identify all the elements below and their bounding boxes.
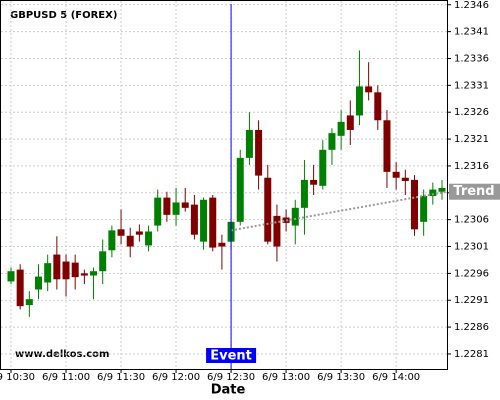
candle-body	[80, 273, 88, 276]
candle-body	[319, 149, 327, 186]
candle-body	[99, 251, 107, 272]
trend-label-box	[449, 183, 500, 200]
y-tick-label: 1.2301	[454, 242, 489, 253]
candle-body	[163, 197, 171, 215]
candle-body	[172, 202, 180, 215]
watermark: www.delkos.com	[15, 349, 109, 360]
candle-body	[181, 202, 189, 208]
y-tick-label: 1.2296	[454, 268, 489, 279]
candle-body	[365, 86, 373, 93]
candle-body	[310, 179, 318, 185]
x-tick-label: 6/9 14:00	[372, 372, 420, 383]
trend-line	[230, 190, 448, 232]
event-label: Event	[210, 349, 252, 364]
candle-body	[117, 229, 125, 236]
candle-body	[291, 207, 299, 226]
candle-body	[200, 199, 208, 242]
y-tick-label: 1.2316	[454, 161, 489, 172]
candle-body	[383, 120, 391, 172]
candle-body	[16, 269, 24, 307]
x-tick-label: 6/9 12:30	[207, 372, 255, 383]
candle-body	[255, 129, 263, 176]
candle-body	[282, 217, 290, 223]
y-tick-label: 1.2331	[454, 80, 489, 91]
candle-body	[190, 204, 198, 235]
candle-body	[346, 115, 354, 130]
candle-body	[300, 179, 308, 208]
trend-label: Trend	[453, 184, 494, 199]
candle-body	[44, 263, 52, 283]
x-tick-label: 6/9 12:00	[152, 372, 200, 383]
candle-body	[154, 197, 162, 226]
x-tick-label: 6/9 13:30	[317, 372, 365, 383]
candle-body	[53, 254, 61, 280]
candle-body	[401, 177, 409, 181]
candle-body	[328, 133, 336, 150]
y-tick-label: 1.2336	[454, 53, 489, 64]
x-axis-label: Date	[211, 383, 246, 398]
candle-body	[420, 196, 428, 222]
candle-body	[126, 235, 134, 247]
x-tick-label: 6/9 11:30	[97, 372, 145, 383]
candle-body	[209, 197, 217, 248]
candle-body	[218, 242, 226, 247]
candle-body	[355, 86, 363, 116]
candle-body	[35, 276, 43, 290]
candle-body	[374, 92, 382, 121]
x-tick-label: 6/9 11:00	[42, 372, 90, 383]
y-tick-label: 1.2281	[454, 349, 489, 360]
candle-body	[108, 230, 116, 251]
x-tick-label: 6/9 10:30	[0, 372, 35, 383]
candle-body	[90, 271, 98, 276]
candle-body	[438, 187, 446, 192]
candle-body	[135, 231, 143, 235]
candle-body	[264, 177, 272, 242]
y-tick-label: 1.2306	[454, 215, 489, 226]
plot-frame	[0, 0, 448, 370]
candle-body	[337, 121, 345, 136]
event-label-box	[206, 348, 257, 363]
candle-body	[429, 189, 437, 197]
candle-body	[7, 271, 15, 282]
candle-body	[392, 171, 400, 178]
candle-body	[273, 215, 281, 247]
candle-body	[410, 179, 418, 230]
y-tick-label: 1.2286	[454, 322, 489, 333]
candle-body	[25, 299, 33, 306]
candle-body	[245, 129, 253, 158]
candle-body	[62, 261, 70, 280]
candle-body	[71, 262, 79, 278]
y-tick-label: 1.2326	[454, 107, 489, 118]
x-tick-label: 6/9 13:00	[262, 372, 310, 383]
y-tick-label: 1.2341	[454, 27, 489, 38]
y-tick-label: 1.2346	[454, 0, 489, 11]
chart-title: GBPUSD 5 (FOREX)	[10, 10, 117, 21]
candle-body	[145, 231, 153, 246]
y-tick-label: 1.2321	[454, 134, 489, 145]
candle-body	[236, 157, 244, 222]
y-tick-label: 1.2291	[454, 295, 489, 306]
